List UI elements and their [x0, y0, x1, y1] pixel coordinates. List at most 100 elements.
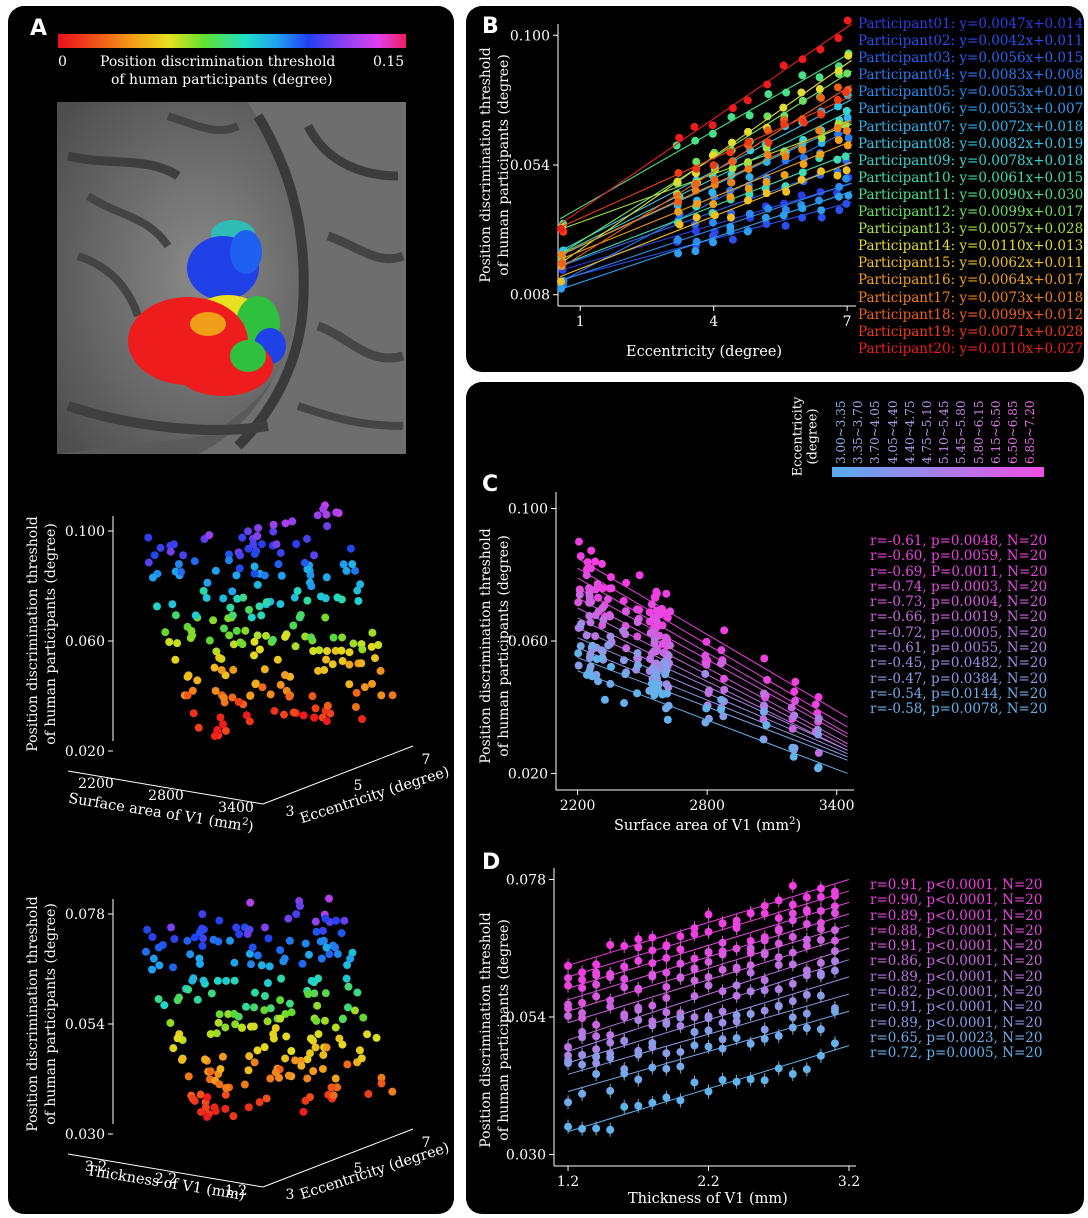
- d-data-point: [634, 957, 642, 965]
- b-x-tick-label: 7: [843, 314, 852, 330]
- a2-data-point: [221, 1105, 229, 1113]
- a1-data-point: [281, 519, 289, 527]
- a1-data-point: [149, 574, 157, 582]
- d-data-point: [733, 1078, 741, 1086]
- d-data-point: [761, 1076, 769, 1084]
- a1-data-point: [225, 556, 233, 564]
- a1-data-point: [184, 691, 192, 699]
- a1-data-point: [171, 656, 179, 664]
- b-data-point: [764, 151, 772, 159]
- d-data-point: [662, 1094, 670, 1102]
- b-data-point: [745, 185, 753, 193]
- b-data-point: [676, 221, 684, 229]
- d-data-point: [803, 1065, 811, 1073]
- b-data-point: [728, 139, 736, 147]
- b-data-point: [834, 34, 842, 42]
- a1-data-point: [212, 567, 220, 575]
- a2-data-point: [148, 933, 156, 941]
- a2-data-point: [208, 989, 216, 997]
- a1-y-tick-label: 3: [286, 804, 295, 820]
- a2-data-point: [358, 1054, 366, 1062]
- b-legend-entry: Participant16: y=0.0064x+0.017: [858, 272, 1083, 289]
- a1-data-point: [269, 528, 277, 536]
- d-data-point: [564, 974, 572, 982]
- a1-data-point: [356, 580, 364, 588]
- a1-data-point: [312, 704, 320, 712]
- d-data-point: [620, 963, 628, 971]
- b-fit-line: [560, 120, 851, 255]
- d-data-point: [620, 1013, 628, 1021]
- a2-data-point: [231, 977, 239, 985]
- b-data-point: [834, 83, 842, 91]
- b-data-point: [675, 134, 683, 142]
- a1-data-point: [206, 637, 214, 645]
- d-data-point: [775, 925, 783, 933]
- a1-data-point: [324, 702, 332, 710]
- a2-data-point: [219, 1053, 227, 1061]
- a1-data-point: [345, 648, 353, 656]
- a2-data-point: [241, 1081, 249, 1089]
- a1-data-point: [254, 581, 262, 589]
- d-data-point: [676, 1048, 684, 1056]
- d-data-point: [564, 962, 572, 970]
- a2-data-point: [364, 1090, 372, 1098]
- d-data-point: [648, 1099, 656, 1107]
- b-legend-entry: Participant02: y=0.0042x+0.011: [858, 33, 1083, 50]
- d-data-point: [803, 908, 811, 916]
- b-data-point: [711, 176, 719, 184]
- a2-data-point: [321, 1017, 329, 1025]
- a1-data-point: [338, 595, 346, 603]
- d-data-point: [705, 958, 713, 966]
- a2-zlabel-1: Position discrimination threshold: [25, 889, 41, 1139]
- b-fit-line: [560, 129, 851, 282]
- a2-data-point: [169, 963, 177, 971]
- d-data-point: [831, 1007, 839, 1015]
- b-data-point: [726, 223, 734, 231]
- b-data-point: [692, 180, 700, 188]
- a1-data-point: [322, 594, 330, 602]
- a1-data-point: [310, 714, 318, 722]
- a2-data-point: [302, 940, 310, 948]
- d-y-tick-label: 0.078: [506, 872, 546, 888]
- a1-data-point: [314, 511, 322, 519]
- a1-data-point: [218, 666, 226, 674]
- d-stat-entry: r=0.89, p<0.0001, N=20: [870, 970, 1042, 985]
- a2-data-point: [284, 915, 292, 923]
- a1-data-point: [246, 717, 254, 725]
- d-x-tick-label: 2.2: [697, 1174, 719, 1190]
- a1-data-point: [358, 715, 366, 723]
- b-data-point: [709, 238, 717, 246]
- b-legend-entry: Participant14: y=0.0110x+0.013: [858, 238, 1083, 255]
- a2-data-point: [142, 948, 150, 956]
- a2-data-point: [200, 977, 208, 985]
- d-data-point: [817, 925, 825, 933]
- a1-data-point: [310, 551, 318, 559]
- d-data-point: [620, 1103, 628, 1111]
- a1-data-point: [236, 564, 244, 572]
- a2-data-point: [261, 992, 269, 1000]
- d-data-point: [719, 950, 727, 958]
- a2-data-point: [210, 1103, 218, 1111]
- a2-data-point: [339, 1015, 347, 1023]
- b-data-point: [763, 189, 771, 197]
- b-data-point: [557, 277, 565, 285]
- a1-data-point: [290, 708, 298, 716]
- a1-data-point: [263, 598, 271, 606]
- a1-data-point: [238, 534, 246, 542]
- b-data-point: [764, 205, 772, 213]
- a1-data-point: [175, 560, 183, 568]
- d-data-point: [747, 987, 755, 995]
- b-data-point: [834, 124, 842, 132]
- a2-data-point: [222, 1091, 230, 1099]
- a1-data-point: [244, 545, 252, 553]
- d-stat-entry: r=0.72, p=0.0005, N=20: [870, 1046, 1042, 1061]
- a1-data-point: [288, 517, 296, 525]
- panel-cd: C D Eccentricity (degree) 3.00~3.35 3.35~…: [466, 382, 1084, 1214]
- a2-data-point: [338, 929, 346, 937]
- a2-data-point: [332, 1075, 340, 1083]
- a2-data-point: [267, 1004, 275, 1012]
- a2-data-point: [196, 928, 204, 936]
- b-data-point: [744, 96, 752, 104]
- d-data-point: [620, 983, 628, 991]
- a2-data-point: [276, 996, 284, 1004]
